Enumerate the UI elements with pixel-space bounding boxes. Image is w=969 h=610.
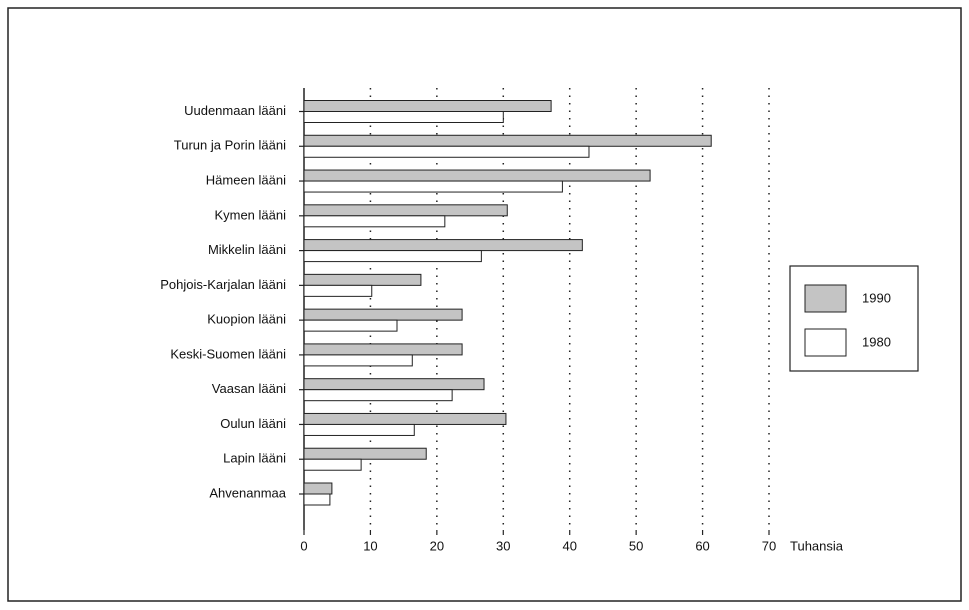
x-tick-label: 70 [762,538,776,553]
y-tick-label: Hämeen lääni [206,172,286,187]
bar [303,134,712,147]
x-tick-label: 10 [363,538,377,553]
y-tick-label: Keski-Suomen lääni [170,346,286,361]
y-tick-label: Vaasan lääni [212,381,286,396]
frame [7,7,962,602]
x-tick-label: 50 [629,538,643,553]
y-tick-label: Pohjois-Karjalan lääni [160,277,286,292]
legend-label: 1990 [862,290,891,305]
bar [303,180,563,193]
bar [303,204,508,217]
bar [303,354,413,367]
bar [303,250,482,263]
y-tick-label: Oulun lääni [220,416,286,431]
x-tick-label: 60 [695,538,709,553]
y-tick-label: Lapin lääni [223,451,286,466]
bar [303,378,485,391]
bar [303,482,333,495]
bar [303,458,362,471]
bar [303,389,453,402]
bar [303,111,504,123]
bar [303,169,651,182]
x-tick-label: 0 [300,538,307,553]
bar [303,284,373,297]
bar [303,319,398,332]
bar [303,145,590,158]
x-tick-label: 20 [430,538,444,553]
y-tick-label: Uudenmaan lääni [184,103,286,118]
bar [303,447,427,460]
bar [303,412,507,425]
bar [303,343,463,356]
bar [303,493,331,506]
legend-swatch [804,328,847,357]
bar [303,308,463,321]
y-tick-label: Turun ja Porin lääni [174,138,286,153]
x-tick-label: 30 [496,538,510,553]
y-tick-label: Kuopion lääni [207,312,286,327]
bar [303,100,552,112]
y-tick-label: Ahvenanmaa [209,485,286,500]
bar [303,273,422,286]
bar [303,423,415,436]
x-tick-label: 40 [562,538,576,553]
legend-swatch [804,284,847,313]
x-axis-label: Tuhansia [790,538,844,553]
y-tick-label: Kymen lääni [214,207,286,222]
bar [303,215,446,228]
legend-label: 1980 [862,334,891,349]
y-tick-label: Mikkelin lääni [208,242,286,257]
bar [303,239,583,252]
